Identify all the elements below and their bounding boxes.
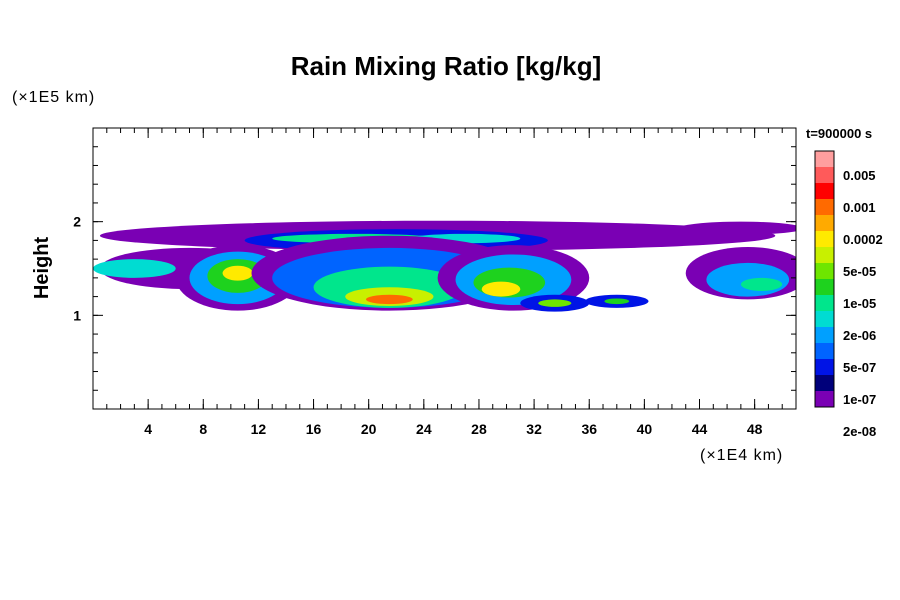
x-tick-label: 4 — [144, 421, 152, 437]
x-tick-label: 16 — [306, 421, 322, 437]
chart-title: Rain Mixing Ratio [kg/kg] — [291, 51, 602, 81]
colorbar-swatch — [815, 311, 834, 327]
x-tick-label: 28 — [471, 421, 487, 437]
x-tick-label: 20 — [361, 421, 377, 437]
rain-region-21 — [538, 299, 572, 307]
rain-region-10 — [222, 265, 253, 281]
colorbar-swatch — [815, 199, 834, 215]
colorbar-label: 1e-05 — [843, 296, 876, 311]
colorbar-swatch — [815, 151, 834, 167]
colorbar-swatch — [815, 183, 834, 199]
colorbar-swatch — [815, 215, 834, 231]
colorbar-swatch — [815, 359, 834, 375]
rain-region-6 — [93, 259, 176, 278]
x-tick-label: 40 — [637, 421, 653, 437]
time-label: t=900000 s — [806, 126, 872, 141]
x-tick-label: 36 — [581, 421, 597, 437]
colorbar-label: 5e-07 — [843, 360, 876, 375]
x-tick-label: 8 — [199, 421, 207, 437]
x-tick-label: 24 — [416, 421, 432, 437]
y-unit-label: (×1E5 km) — [12, 89, 95, 106]
colorbar-label: 1e-07 — [843, 392, 876, 407]
x-tick-label: 12 — [251, 421, 267, 437]
rain-region-15 — [365, 294, 413, 305]
colorbar-swatch — [815, 167, 834, 183]
plot-frame — [92, 127, 797, 410]
colorbar-swatch — [815, 375, 834, 391]
rain-region-1 — [678, 221, 796, 235]
colorbar-swatch — [815, 343, 834, 359]
rain-region-26 — [740, 277, 783, 291]
colorbar-label: 0.001 — [843, 200, 876, 215]
rain-region-19 — [481, 281, 521, 297]
colorbar-swatch — [815, 391, 834, 407]
colorbar: 0.005 0.001 0.0002 5e-05 1e-05 2e-06 5e-07 1e-0… — [814, 150, 883, 439]
colorbar-swatch — [815, 295, 834, 311]
y-tick-label: 2 — [73, 214, 81, 230]
colorbar-label: 0.005 — [843, 168, 876, 183]
colorbar-frame — [814, 150, 835, 408]
x-tick-label: 48 — [747, 421, 763, 437]
y-axis-label: Height — [31, 237, 53, 300]
colorbar-label: 0.0002 — [843, 232, 883, 247]
rain-region-23 — [604, 298, 630, 305]
colorbar-swatch — [815, 231, 834, 247]
x-unit-label: (×1E4 km) — [700, 447, 783, 464]
colorbar-label: 2e-08 — [843, 424, 876, 439]
x-tick-label: 32 — [526, 421, 542, 437]
y-tick-label: 1 — [73, 307, 81, 323]
colorbar-swatch — [815, 263, 834, 279]
colorbar-label: 2e-06 — [843, 328, 876, 343]
rain-field — [93, 220, 796, 312]
x-tick-label: 44 — [692, 421, 708, 437]
colorbar-swatch — [815, 279, 834, 295]
colorbar-swatch — [815, 327, 834, 343]
colorbar-swatch — [815, 247, 834, 263]
colorbar-label: 5e-05 — [843, 264, 876, 279]
